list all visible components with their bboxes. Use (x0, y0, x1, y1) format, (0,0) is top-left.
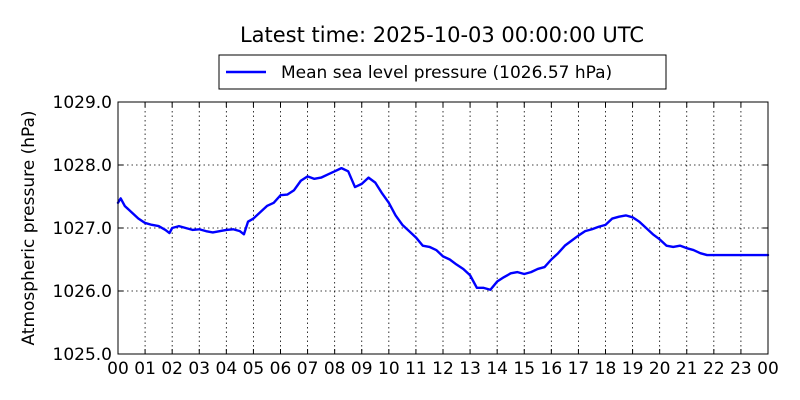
x-tick-label: 08 (324, 359, 346, 379)
chart-title: Latest time: 2025-10-03 00:00:00 UTC (240, 23, 644, 47)
y-tick-labels: 1025.0 1026.0 1027.0 1028.0 1029.0 (53, 93, 112, 365)
x-tick-label: 04 (216, 359, 238, 379)
series-line-0 (116, 166, 770, 291)
x-tick-label: 09 (351, 359, 373, 379)
x-tick-label: 12 (432, 359, 454, 379)
x-tick-label: 03 (188, 359, 210, 379)
y-tick-label: 1028.0 (53, 156, 112, 176)
x-tick-label: 00 (757, 359, 779, 379)
x-tick-label: 18 (595, 359, 617, 379)
x-tick-label: 16 (541, 359, 563, 379)
x-tick-label: 13 (459, 359, 481, 379)
x-tick-label: 21 (676, 359, 698, 379)
x-tick-label: 15 (513, 359, 535, 379)
legend-box (218, 54, 667, 90)
y-tick-label: 1025.0 (53, 345, 112, 365)
legend: Mean sea level pressure (1026.57 hPa) (218, 54, 667, 90)
x-tick-label: 07 (297, 359, 319, 379)
y-axis-label: Atmospheric pressure (hPa) (19, 110, 39, 345)
x-tick-label: 19 (622, 359, 644, 379)
x-tick-label: 00 (107, 359, 129, 379)
y-tick-label: 1029.0 (53, 93, 112, 113)
series-layer (116, 166, 770, 291)
x-tick-label: 22 (703, 359, 725, 379)
x-tick-labels: 00 01 02 03 04 05 06 07 08 09 10 11 12 13 14 15 16 17 18 19… (107, 359, 779, 379)
y-tick-label: 1026.0 (53, 282, 112, 302)
y-tick-label: 1027.0 (53, 219, 112, 239)
x-tick-label: 20 (649, 359, 671, 379)
x-tick-label: 06 (270, 359, 292, 379)
x-tick-label: 05 (243, 359, 265, 379)
legend-entry-label: Mean sea level pressure (1026.57 hPa) (281, 63, 612, 83)
x-tick-label: 17 (568, 359, 590, 379)
x-tick-label: 10 (378, 359, 400, 379)
x-tick-label: 01 (134, 359, 156, 379)
x-tick-label: 23 (730, 359, 752, 379)
x-tick-label: 11 (405, 359, 427, 379)
grid (118, 102, 768, 354)
x-tick-label: 14 (486, 359, 508, 379)
axis-ticks (117, 101, 769, 355)
x-tick-label: 02 (161, 359, 183, 379)
